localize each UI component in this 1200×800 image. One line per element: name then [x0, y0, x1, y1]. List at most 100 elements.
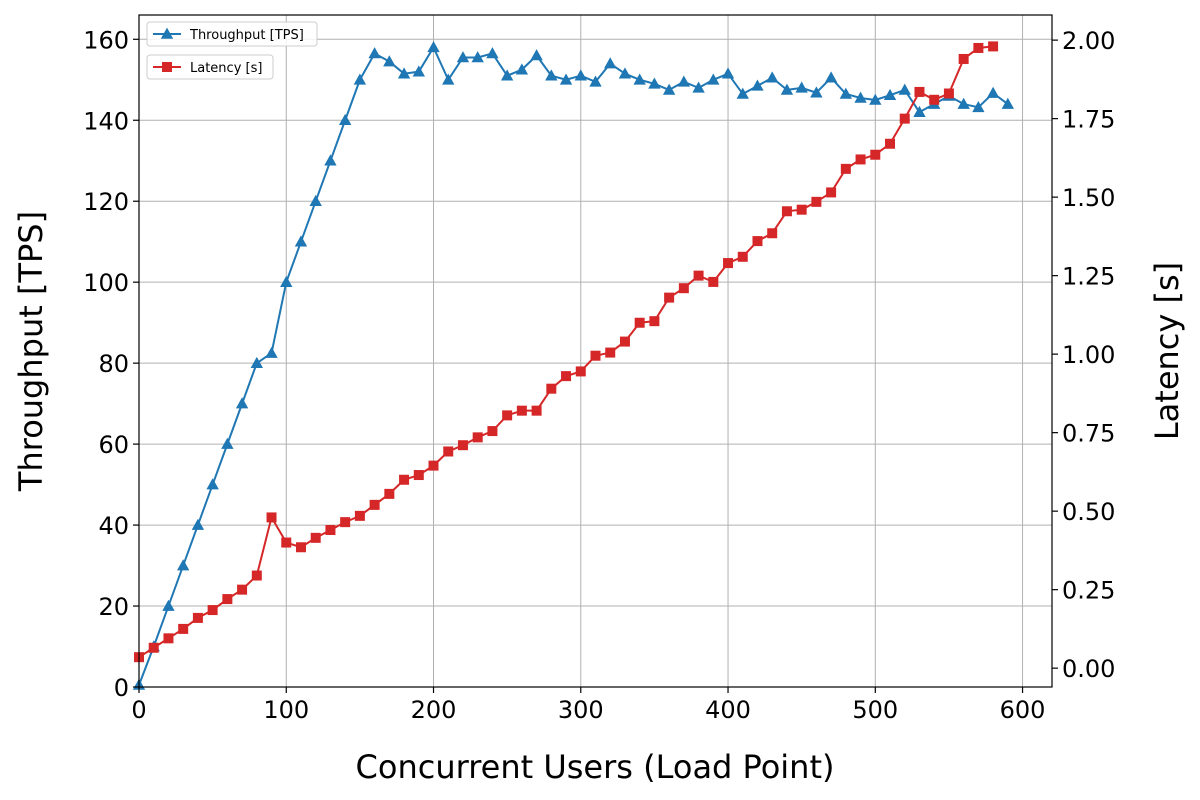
y-right-tick-label: 1.25: [1062, 263, 1115, 291]
latency-point: [723, 258, 734, 269]
throughput-point: [574, 69, 587, 81]
throughput-point: [368, 47, 381, 59]
latency-point: [767, 228, 778, 239]
latency-point: [531, 405, 542, 416]
latency-point: [958, 53, 969, 64]
latency-point: [929, 94, 940, 105]
latency-point: [914, 86, 925, 97]
throughput-point: [972, 100, 985, 113]
latency-point: [384, 488, 395, 499]
throughput-series: [132, 41, 1015, 690]
y-right-tick-label: 2.00: [1062, 27, 1115, 55]
throughput-point: [383, 55, 396, 67]
latency-point: [354, 510, 365, 521]
ticks: 0 100 200 300 400 500 600 0 20 40 60 80 100 120 140 160…: [83, 26, 1115, 724]
y-right-tick-label: 1.00: [1062, 341, 1115, 369]
latency-point: [885, 138, 896, 149]
latency-point: [251, 570, 262, 581]
plot-frame: [138, 14, 1053, 688]
latency-point: [988, 41, 999, 52]
y-right-tick-label: 1.50: [1062, 184, 1115, 212]
throughput-point: [265, 346, 278, 358]
latency-point: [840, 163, 851, 174]
throughput-point: [589, 75, 602, 87]
throughput-point: [721, 67, 735, 79]
throughput-point: [869, 93, 882, 105]
latency-point: [590, 350, 601, 361]
throughput-point: [736, 87, 749, 99]
latency-point: [737, 251, 748, 262]
y-left-tick-label: 40: [98, 512, 129, 540]
latency-point: [399, 474, 410, 485]
throughput-point: [294, 235, 308, 247]
latency-point: [826, 187, 837, 198]
throughput-point: [618, 67, 632, 79]
throughput-point: [397, 67, 411, 79]
latency-point: [457, 440, 468, 451]
throughput-point: [176, 559, 190, 571]
latency-point: [207, 605, 218, 616]
throughput-point: [515, 63, 529, 75]
latency-point: [295, 542, 306, 553]
throughput-point: [883, 88, 897, 100]
throughput-point: [839, 87, 853, 99]
x-tick-label: 300: [558, 696, 604, 724]
latency-point: [487, 426, 498, 437]
throughput-point: [412, 65, 425, 77]
latency-legend-marker: [162, 62, 172, 72]
y-right-tick-label: 0.75: [1062, 420, 1115, 448]
latency-point: [148, 642, 159, 653]
throughput-point: [957, 97, 970, 109]
latency-point: [237, 584, 248, 595]
y-left-tick-label: 80: [98, 350, 129, 378]
legend-frame: [146, 21, 318, 47]
throughput-point: [898, 83, 911, 95]
throughput-point: [456, 51, 470, 63]
latency-point: [281, 537, 292, 548]
y-left-tick-label: 140: [83, 107, 129, 135]
latency-point: [310, 532, 321, 543]
latency-point: [413, 470, 424, 481]
x-tick-label: 200: [411, 696, 457, 724]
x-tick-label: 600: [1000, 696, 1046, 724]
throughput-legend-marker: [160, 27, 174, 39]
latency-point: [472, 432, 483, 443]
throughput-point: [986, 86, 1000, 98]
latency-point: [178, 623, 189, 634]
latency-point: [781, 206, 792, 217]
latency-point: [266, 512, 277, 523]
latency-point: [340, 517, 351, 528]
throughput-point: [353, 73, 367, 85]
latency-point: [428, 460, 439, 471]
latency-point: [561, 371, 572, 382]
latency-point: [325, 524, 336, 535]
throughput-point: [442, 73, 455, 85]
throughput-point: [500, 69, 514, 81]
throughput-point: [324, 154, 337, 166]
latency-point: [634, 317, 645, 328]
latency-point: [443, 446, 454, 457]
y-right-tick-label: 0.25: [1062, 577, 1115, 605]
latency-point: [973, 42, 984, 53]
throughput-point: [530, 49, 543, 61]
y-right-tick-label: 1.75: [1062, 106, 1115, 134]
latency-point: [870, 149, 881, 160]
throughput-point: [559, 73, 573, 85]
latency-series: [134, 41, 999, 663]
latency-legend-label: Latency [s]: [190, 61, 262, 76]
latency-point: [899, 113, 910, 124]
y-left-tick-label: 120: [83, 188, 129, 216]
y-left-tick-label: 60: [98, 431, 129, 459]
throughput-point: [338, 113, 352, 126]
throughput-point: [913, 105, 926, 117]
latency-point: [222, 594, 233, 605]
throughput-point: [662, 83, 676, 95]
latency-point: [708, 276, 719, 287]
throughput-point: [766, 71, 779, 83]
latency-point: [693, 270, 704, 281]
throughput-point: [604, 57, 617, 69]
throughput-point: [221, 437, 234, 449]
legend: Throughput [TPS] Latency [s]: [146, 21, 318, 80]
throughput-point: [824, 71, 838, 83]
throughput-point: [427, 41, 440, 53]
